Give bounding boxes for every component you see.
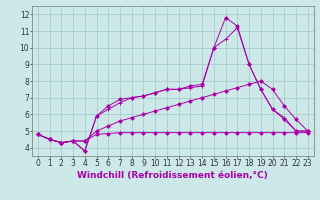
X-axis label: Windchill (Refroidissement éolien,°C): Windchill (Refroidissement éolien,°C) bbox=[77, 171, 268, 180]
